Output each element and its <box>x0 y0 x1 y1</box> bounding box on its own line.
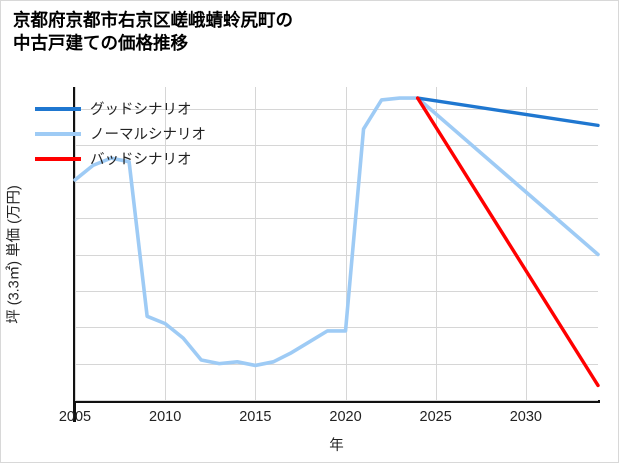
gridline-horizontal <box>75 109 598 110</box>
legend-swatch-normal-icon <box>35 131 81 136</box>
series-line <box>415 96 600 388</box>
gridline-horizontal <box>75 327 598 329</box>
legend-label-good: グッドシナリオ <box>90 102 192 118</box>
x-tick-label: 2005 <box>58 409 92 425</box>
gridline-horizontal <box>75 145 598 147</box>
gridline-horizontal <box>75 363 598 365</box>
x-tick-label: 2010 <box>149 409 182 425</box>
gridline-vertical <box>165 87 167 400</box>
legend-item-normal[interactable]: ノーマルシナリオ <box>35 121 206 146</box>
data-series-svg <box>73 96 600 388</box>
plot-area: 646668707274767880 200520102015202020252… <box>7 87 600 454</box>
gridline-vertical <box>345 87 347 400</box>
x-tick-label: 2025 <box>419 409 452 425</box>
y-axis-title: 坪 (3.3㎡) 単価 (万円) <box>6 184 23 324</box>
gridline-vertical <box>75 87 76 400</box>
gridline-horizontal <box>75 400 598 401</box>
legend-item-good[interactable]: グッドシナリオ <box>35 96 206 121</box>
gridline-vertical <box>255 87 257 400</box>
gridline-horizontal <box>75 218 598 220</box>
x-tick-label: 2015 <box>239 409 272 425</box>
legend-item-bad[interactable]: バッドシナリオ <box>35 146 206 171</box>
gridline-horizontal <box>75 290 598 292</box>
series-line <box>73 96 600 368</box>
x-tick-label: 2030 <box>509 409 542 425</box>
legend-swatch-good-icon <box>35 106 81 111</box>
legend-swatch-bad-icon <box>35 156 81 161</box>
gridline-vertical <box>435 87 437 400</box>
gridline-vertical <box>525 87 527 400</box>
series-line <box>415 96 600 128</box>
legend-label-normal: ノーマルシナリオ <box>90 127 206 143</box>
gridline-horizontal <box>75 254 598 256</box>
chart-legend: グッドシナリオ ノーマルシナリオ バッドシナリオ <box>35 96 206 171</box>
x-axis-title: 年 <box>329 438 344 454</box>
page-title: 京都府京都市右京区嵯峨蜻蛉尻町の 中古戸建ての価格推移 <box>13 10 293 54</box>
legend-label-bad: バッドシナリオ <box>90 152 192 168</box>
gridline-horizontal <box>75 181 598 183</box>
x-tick-label: 2020 <box>329 409 362 425</box>
